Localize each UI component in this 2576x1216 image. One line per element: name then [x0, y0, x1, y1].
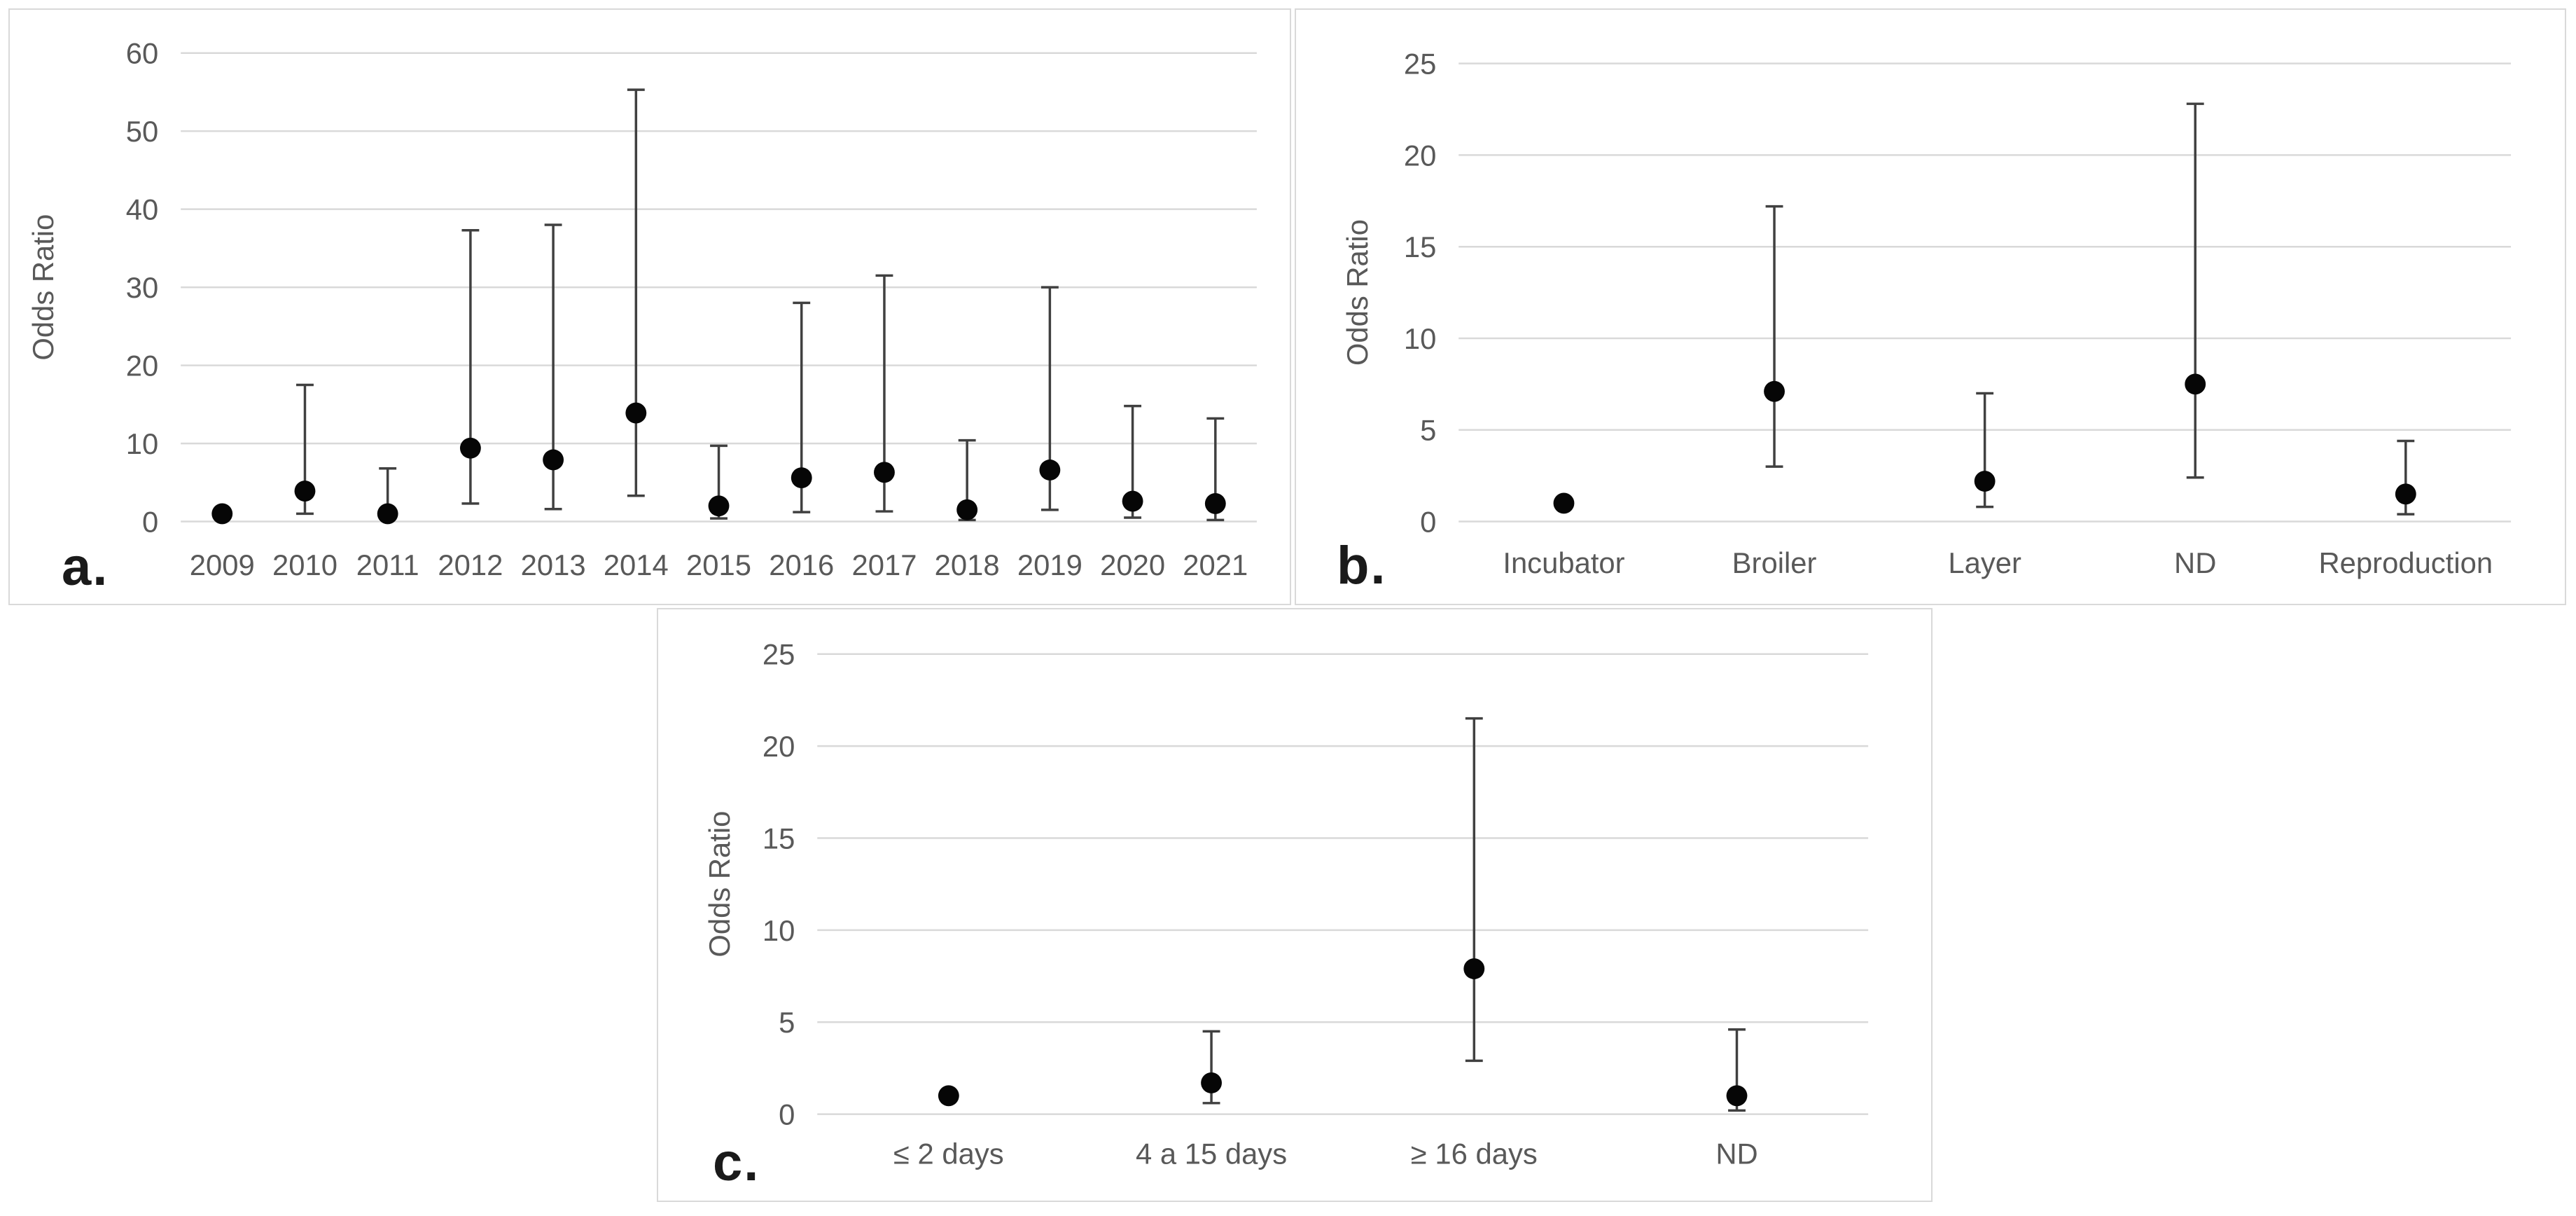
y-tick-label: 0 [142, 505, 158, 538]
y-tick-label: 60 [126, 37, 159, 70]
data-point [1553, 492, 1575, 514]
data-point [1764, 380, 1785, 402]
x-category-label: 2018 [935, 548, 1000, 581]
x-category-label: 2011 [356, 548, 419, 581]
data-point [543, 449, 564, 471]
x-category-label: 2009 [190, 548, 255, 581]
chart-c-odds-ratio-by-days: 0 5 10 15 20 25 Odds Ratio ≤ 2 days 4 a 15 days ≥… [703, 638, 1869, 1170]
x-category-label: 2021 [1183, 548, 1248, 581]
panel-b: 0 5 10 15 20 25 Odds Ratio Incubator Broiler Laye… [1295, 8, 2566, 605]
data-point [1974, 471, 1996, 492]
data-point [708, 495, 730, 517]
chart-b-odds-ratio-by-flock-type: 0 5 10 15 20 25 Odds Ratio Incubator Broiler Laye… [1341, 48, 2512, 579]
data-point [791, 467, 812, 489]
chart-a-odds-ratio-by-year: 0 10 20 30 40 50 60 Odds Ratio 2009 2010 2011 2012 2… [27, 37, 1257, 581]
y-tick-label: 10 [1404, 322, 1437, 355]
x-category-label: 2014 [604, 548, 669, 581]
data-point [1201, 1072, 1222, 1093]
y-tick-label: 20 [763, 730, 795, 763]
y-tick-label: 5 [1420, 414, 1436, 447]
x-category-label: ND [2174, 546, 2216, 579]
y-tick-label: 0 [779, 1098, 795, 1131]
data-point [1726, 1085, 1748, 1107]
panel-c: 0 5 10 15 20 25 Odds Ratio ≤ 2 days 4 a 15 days ≥… [657, 608, 1933, 1202]
y-tick-label: 15 [763, 822, 795, 855]
data-point [2395, 483, 2416, 505]
y-tick-label: 5 [779, 1006, 795, 1039]
data-point [1039, 460, 1061, 481]
y-tick-label: 0 [1420, 505, 1436, 538]
y-tick-label: 40 [126, 193, 159, 226]
data-point [2185, 373, 2206, 395]
data-point [459, 437, 481, 459]
y-axis-title: Odds Ratio [27, 214, 60, 361]
x-category-label: Reproduction [2318, 546, 2493, 579]
panel-a-label: a. [62, 537, 109, 597]
panel-b-label: b. [1337, 536, 1387, 595]
x-category-label: 4 a 15 days [1136, 1137, 1287, 1170]
y-tick-label: 10 [126, 427, 159, 460]
x-category-label: ND [1715, 1137, 1757, 1170]
data-point [294, 481, 316, 502]
x-category-label: Layer [1948, 546, 2021, 579]
y-tick-label: 20 [126, 350, 159, 382]
panel-c-label: c. [713, 1133, 760, 1192]
x-category-label: 2010 [272, 548, 337, 581]
x-category-label: Broiler [1732, 546, 1817, 579]
y-tick-label: 50 [126, 115, 159, 148]
x-category-label: 2012 [438, 548, 503, 581]
y-tick-label: 15 [1404, 230, 1437, 263]
x-category-label: Incubator [1503, 546, 1624, 579]
y-tick-label: 20 [1404, 139, 1437, 172]
data-point [938, 1085, 959, 1107]
x-category-label: 2016 [769, 548, 834, 581]
x-category-label: 2017 [851, 548, 917, 581]
x-category-label: 2019 [1017, 548, 1082, 581]
data-point [874, 462, 895, 483]
data-point [1204, 492, 1226, 514]
y-axis-title: Odds Ratio [1341, 219, 1374, 366]
data-point [625, 402, 647, 424]
data-point [377, 503, 398, 525]
data-point [211, 503, 233, 525]
x-category-label: 2020 [1100, 548, 1165, 581]
y-axis-title: Odds Ratio [703, 811, 736, 958]
data-point [1463, 958, 1485, 979]
x-category-label: ≤ 2 days [893, 1137, 1004, 1170]
y-tick-label: 25 [1404, 48, 1437, 81]
y-tick-label: 25 [763, 638, 795, 671]
y-tick-label: 30 [126, 271, 159, 304]
data-point [1122, 490, 1143, 512]
x-category-label: 2013 [521, 548, 586, 581]
x-category-label: 2015 [686, 548, 751, 581]
x-category-label: ≥ 16 days [1411, 1137, 1538, 1170]
data-point [956, 499, 978, 520]
y-tick-label: 10 [763, 914, 795, 947]
panel-a: 0 10 20 30 40 50 60 Odds Ratio 2009 2010 2011 2012 2… [8, 8, 1291, 605]
